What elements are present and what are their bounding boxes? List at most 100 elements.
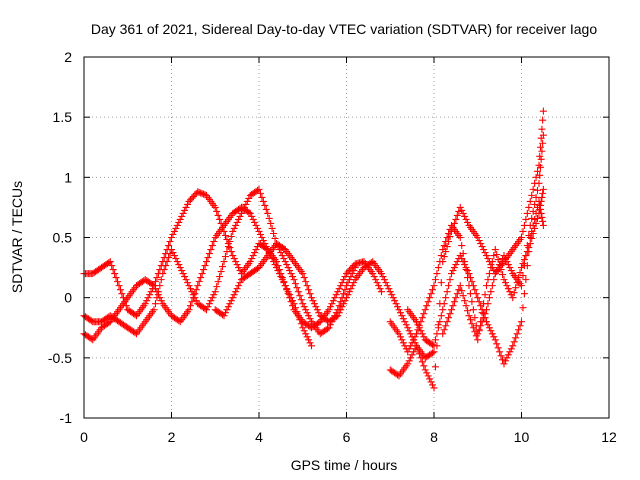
data-point [378,288,385,296]
data-point [205,300,213,308]
data-point [504,351,512,359]
data-point [372,276,380,284]
data-point [141,300,149,308]
data-point [87,335,95,343]
data-point [150,282,158,290]
data-point [468,320,476,328]
data-point [500,360,508,368]
data-point [232,258,240,266]
data-point [235,215,243,223]
data-point [179,270,187,278]
data-point [426,375,434,383]
data-point [415,350,423,358]
data-point [539,107,547,115]
data-point [539,189,547,197]
y-tick-label: 1.5 [53,109,73,125]
data-point [404,348,412,356]
data-point [207,246,215,254]
data-point [146,291,154,299]
data-point [436,258,444,266]
data-point [478,243,486,251]
data-point [172,224,180,232]
data-point [407,354,415,362]
data-point [118,290,126,298]
data-point [178,212,186,220]
data-point [184,279,192,287]
data-point [500,276,508,284]
data-point [519,272,527,280]
data-point [188,194,196,202]
data-point [539,139,547,147]
data-point [235,282,243,290]
data-point [418,330,426,338]
data-point [165,254,173,262]
data-point [175,218,183,226]
data-point [224,243,232,251]
data-point [262,205,270,213]
data-point [169,249,177,257]
data-point [251,249,259,257]
data-point [420,310,428,318]
data-point [144,294,152,302]
data-point [281,258,289,266]
data-point [445,282,453,290]
data-point [395,330,403,338]
data-point [254,224,262,232]
data-point [427,290,435,298]
data-point [503,354,511,362]
data-point [452,215,460,223]
data-point [332,291,340,299]
data-point [210,291,218,299]
data-point [518,264,525,272]
data-point [149,281,157,289]
data-point [501,279,509,287]
data-point [411,333,419,341]
data-point [398,312,406,320]
data-point [487,264,495,272]
data-point [535,179,543,187]
data-point [147,288,155,296]
data-point [388,291,396,299]
data-point [394,303,402,311]
data-point [529,185,537,193]
data-point [449,302,457,310]
data-point [325,324,333,332]
data-point [405,327,413,335]
data-point [297,320,305,328]
data-point [256,230,264,238]
data-point [469,306,477,314]
data-point [439,246,447,254]
data-point [443,243,451,251]
data-point [189,193,197,201]
data-point [306,290,314,298]
data-point [452,294,460,302]
data-point [391,297,399,305]
data-point [350,279,358,287]
data-point [176,264,184,272]
data-point [525,203,533,211]
data-point [394,371,402,379]
data-point [232,221,240,229]
data-point [446,310,454,318]
data-point [340,276,348,284]
data-point [294,288,302,296]
data-point [417,354,425,362]
data-point [414,346,422,354]
data-point [375,282,383,290]
data-point [516,269,524,277]
data-point [192,286,200,294]
data-point [150,306,158,314]
data-point [504,285,512,293]
data-point [404,324,412,332]
data-point [341,286,349,294]
data-point [338,303,346,311]
data-point [536,152,544,160]
data-point [512,284,520,292]
series-track-h [439,185,547,344]
data-point [200,190,208,198]
data-point [456,234,464,241]
data-point [271,261,279,269]
data-point [233,285,241,293]
data-point [324,325,332,333]
data-point [465,312,473,320]
